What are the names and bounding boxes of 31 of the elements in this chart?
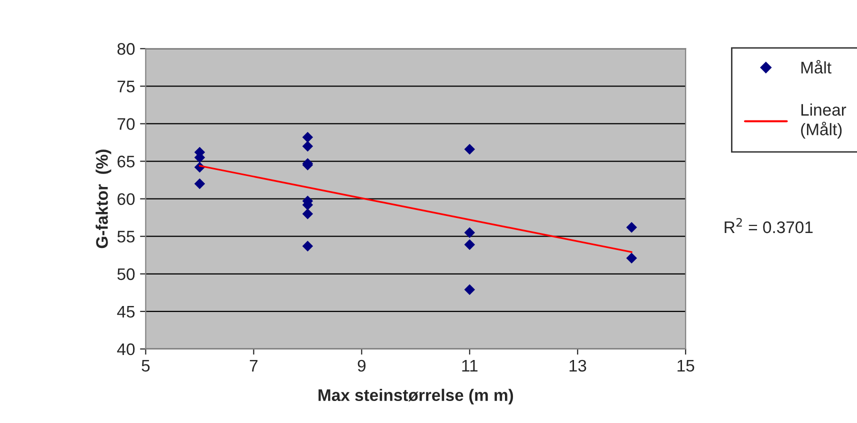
y-tick-label: 45 <box>117 306 135 318</box>
point <box>626 252 637 264</box>
point <box>302 140 314 152</box>
x-tick-label: 9 <box>358 360 366 372</box>
y-tick-label: 65 <box>118 156 135 168</box>
text: R$^{2}$ = 0.3701 <box>724 218 813 234</box>
point <box>464 227 476 238</box>
y-tick-label: 40 <box>117 343 135 356</box>
y-tick-label: 55 <box>117 230 135 243</box>
x-axis-title: Max steinstørrelse (m m) <box>318 388 514 404</box>
y-tick-label: 60 <box>118 193 135 206</box>
point <box>626 222 637 233</box>
x-tick-label: 5 <box>142 360 150 372</box>
x-tick-label: 7 <box>250 360 258 372</box>
y-tick-label: 70 <box>118 118 135 130</box>
point <box>302 132 314 143</box>
point <box>302 240 314 252</box>
point <box>194 178 206 190</box>
y-tick-label: 75 <box>118 80 135 92</box>
y-axis-title: G-faktor (%) <box>96 150 112 248</box>
point <box>464 144 476 155</box>
y-tick-label: 80 <box>117 43 135 55</box>
point <box>302 208 314 220</box>
legend-label: Linear (Målt) <box>801 104 846 139</box>
legend-label: Målt <box>801 60 832 74</box>
point <box>464 284 476 296</box>
point <box>464 239 476 250</box>
x-tick-label: 11 <box>462 360 478 372</box>
y-tick-label: 50 <box>117 268 135 280</box>
x-tick-label: 15 <box>678 360 694 372</box>
x-tick-label: 13 <box>570 360 586 372</box>
